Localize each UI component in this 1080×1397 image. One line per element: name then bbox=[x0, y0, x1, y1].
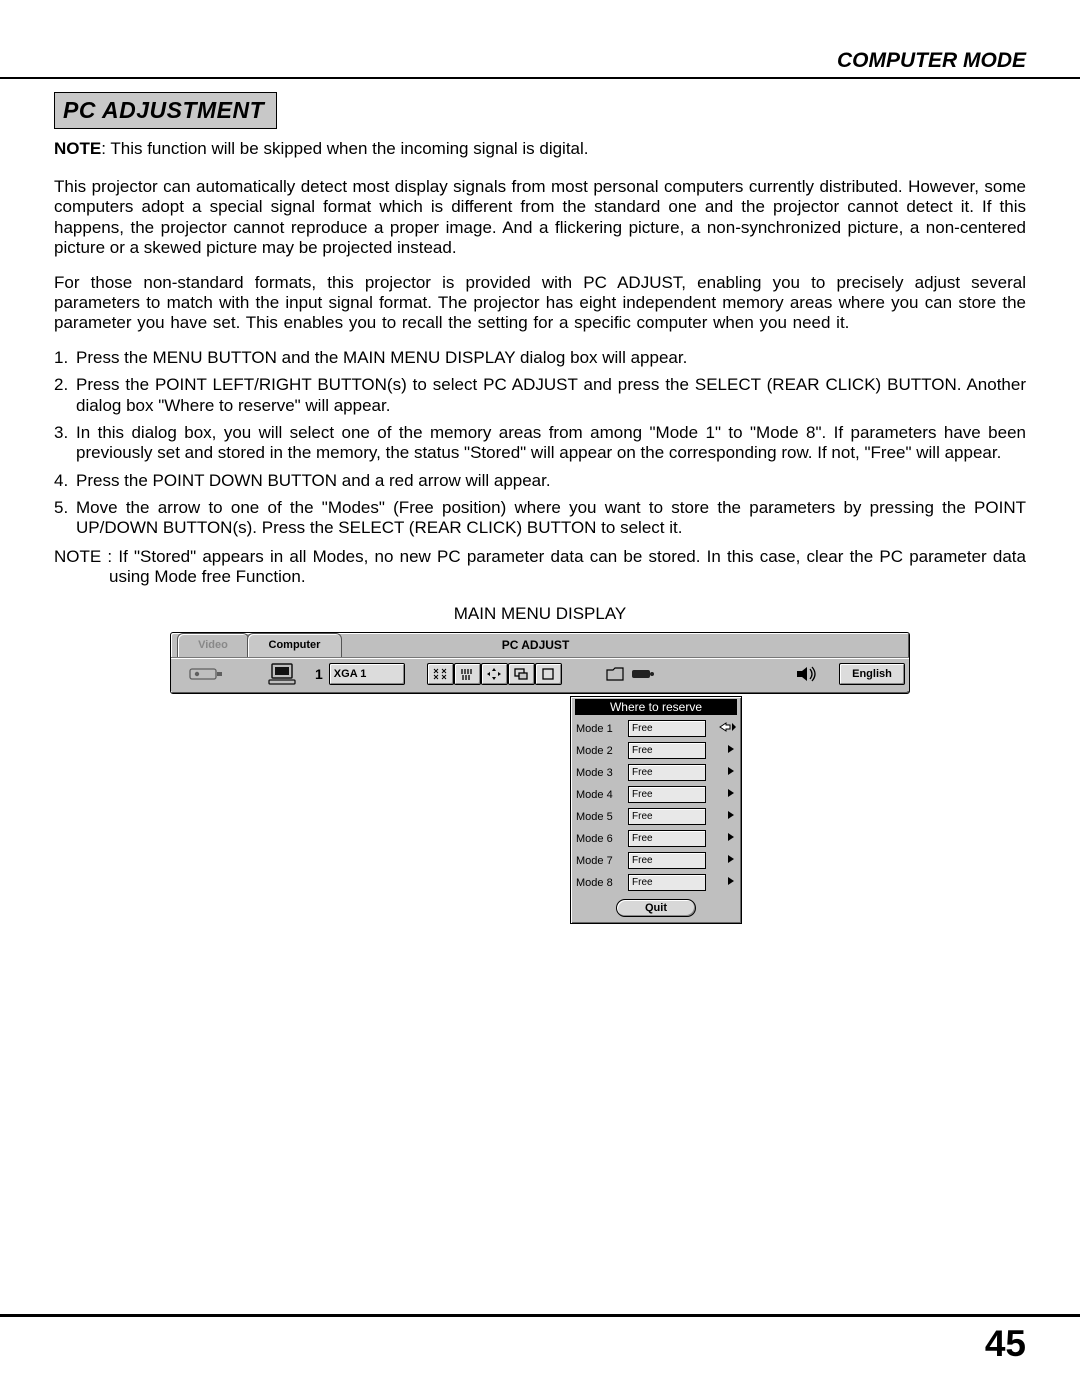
mode-arrow-icon bbox=[706, 721, 736, 736]
paragraph-2: For those non-standard formats, this pro… bbox=[54, 273, 1026, 334]
mode-label: Mode 6 bbox=[576, 833, 628, 845]
mode-arrow-icon bbox=[706, 876, 736, 889]
note-label: NOTE bbox=[54, 139, 101, 158]
osd-menu-bar: Video Computer PC ADJUST 1 XGA 1 bbox=[170, 632, 910, 694]
mode-row-8[interactable]: Mode 8Free bbox=[571, 872, 741, 894]
mode-label: Mode 4 bbox=[576, 789, 628, 801]
tool-icon-5[interactable] bbox=[535, 663, 562, 685]
osd-screenshot: Video Computer PC ADJUST 1 XGA 1 bbox=[170, 632, 910, 924]
mode-status: Free bbox=[628, 852, 706, 869]
blank-icon[interactable] bbox=[604, 661, 626, 687]
step-4: 4.Press the POINT DOWN BUTTON and a red … bbox=[54, 471, 1026, 491]
step-2: 2.Press the POINT LEFT/RIGHT BUTTON(s) t… bbox=[54, 375, 1026, 416]
section-title: PC ADJUSTMENT bbox=[54, 92, 277, 129]
page-number: 45 bbox=[985, 1323, 1026, 1365]
top-rule bbox=[0, 77, 1080, 79]
mode-label: Mode 7 bbox=[576, 855, 628, 867]
mode-arrow-icon bbox=[706, 832, 736, 845]
computer-source-icon[interactable] bbox=[251, 661, 313, 687]
step-1: 1.Press the MENU BUTTON and the MAIN MEN… bbox=[54, 348, 1026, 368]
tab-video[interactable]: Video bbox=[177, 633, 249, 657]
mode-arrow-icon bbox=[706, 788, 736, 801]
mode-status: Free bbox=[628, 764, 706, 781]
mode-row-2[interactable]: Mode 2Free bbox=[571, 740, 741, 762]
note-line: NOTE: This function will be skipped when… bbox=[54, 139, 1026, 159]
pc-adjust-label: PC ADJUST bbox=[342, 633, 729, 657]
tool-icon-3[interactable] bbox=[481, 663, 508, 685]
quit-button[interactable]: Quit bbox=[616, 899, 696, 917]
mode-row-5[interactable]: Mode 5Free bbox=[571, 806, 741, 828]
mode-row-6[interactable]: Mode 6Free bbox=[571, 828, 741, 850]
mode-label: Mode 1 bbox=[576, 723, 628, 735]
mode-row-3[interactable]: Mode 3Free bbox=[571, 762, 741, 784]
tool-icon-2[interactable] bbox=[454, 663, 481, 685]
projector-icon[interactable] bbox=[630, 661, 656, 687]
mode-row-4[interactable]: Mode 4Free bbox=[571, 784, 741, 806]
mode-label: Mode 5 bbox=[576, 811, 628, 823]
mode-arrow-icon bbox=[706, 854, 736, 867]
mode-arrow-icon bbox=[706, 744, 736, 757]
video-source-icon[interactable] bbox=[175, 661, 237, 687]
mode-arrow-icon bbox=[706, 766, 736, 779]
note-2: NOTE : If "Stored" appears in all Modes,… bbox=[54, 547, 1026, 588]
tool-icon-4[interactable] bbox=[508, 663, 535, 685]
mode-status: Free bbox=[628, 808, 706, 825]
paragraph-1: This projector can automatically detect … bbox=[54, 177, 1026, 259]
mode-label: Mode 2 bbox=[576, 745, 628, 757]
tab-computer[interactable]: Computer bbox=[247, 633, 342, 657]
step-3: 3.In this dialog box, you will select on… bbox=[54, 423, 1026, 464]
mode-status: Free bbox=[628, 786, 706, 803]
mode-label: Mode 3 bbox=[576, 767, 628, 779]
main-menu-display-label: MAIN MENU DISPLAY bbox=[54, 604, 1026, 624]
language-box[interactable]: English bbox=[839, 663, 905, 685]
step-5: 5.Move the arrow to one of the "Modes" (… bbox=[54, 498, 1026, 539]
signal-box[interactable]: XGA 1 bbox=[329, 663, 405, 685]
tool-icon-1[interactable] bbox=[427, 663, 454, 685]
page-header: COMPUTER MODE bbox=[837, 49, 1026, 73]
mode-label: Mode 8 bbox=[576, 877, 628, 889]
mode-status: Free bbox=[628, 720, 706, 737]
mode-arrow-icon bbox=[706, 810, 736, 823]
where-to-reserve-dropdown: Where to reserve Mode 1FreeMode 2FreeMod… bbox=[570, 696, 742, 924]
note-text: : This function will be skipped when the… bbox=[101, 139, 588, 158]
computer-number: 1 bbox=[315, 666, 323, 682]
mode-row-7[interactable]: Mode 7Free bbox=[571, 850, 741, 872]
steps-list: 1.Press the MENU BUTTON and the MAIN MEN… bbox=[54, 348, 1026, 539]
mode-row-1[interactable]: Mode 1Free bbox=[571, 718, 741, 740]
dropdown-title: Where to reserve bbox=[575, 699, 737, 715]
mode-status: Free bbox=[628, 830, 706, 847]
mode-status: Free bbox=[628, 874, 706, 891]
mode-status: Free bbox=[628, 742, 706, 759]
speaker-icon[interactable] bbox=[793, 665, 821, 683]
bottom-rule bbox=[0, 1314, 1080, 1317]
